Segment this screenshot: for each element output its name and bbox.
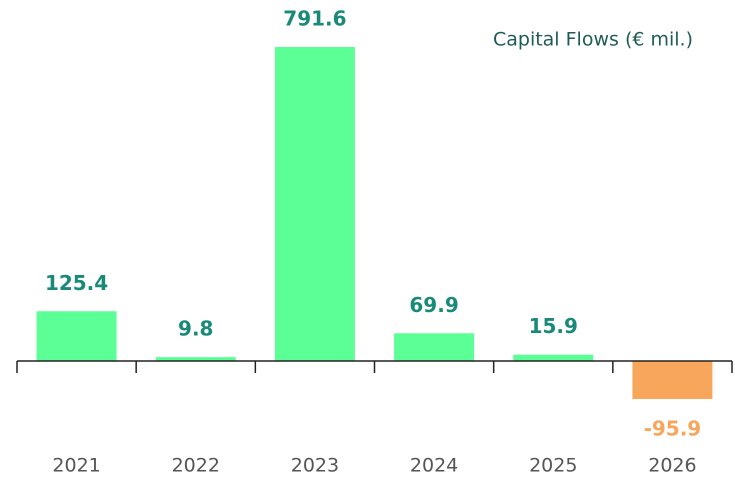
bar — [36, 311, 117, 361]
value-label: -95.9 — [644, 417, 702, 441]
bar — [394, 333, 475, 361]
bar — [632, 361, 713, 400]
value-label: 125.4 — [45, 271, 108, 295]
value-label: 69.9 — [409, 293, 458, 317]
x-tick-label: 2024 — [410, 455, 458, 477]
value-label: 791.6 — [283, 7, 346, 31]
bar — [155, 357, 236, 361]
bar — [513, 354, 594, 361]
x-tick-label: 2022 — [172, 455, 220, 477]
x-tick-label: 2021 — [52, 455, 100, 477]
x-tick-label: 2025 — [529, 455, 577, 477]
value-label: 9.8 — [178, 317, 213, 341]
value-label: 15.9 — [529, 314, 578, 338]
chart-title: Capital Flows (€ mil.) — [493, 29, 693, 51]
bar — [274, 47, 355, 361]
x-tick-label: 2026 — [648, 455, 696, 477]
x-tick-label: 2023 — [291, 455, 339, 477]
